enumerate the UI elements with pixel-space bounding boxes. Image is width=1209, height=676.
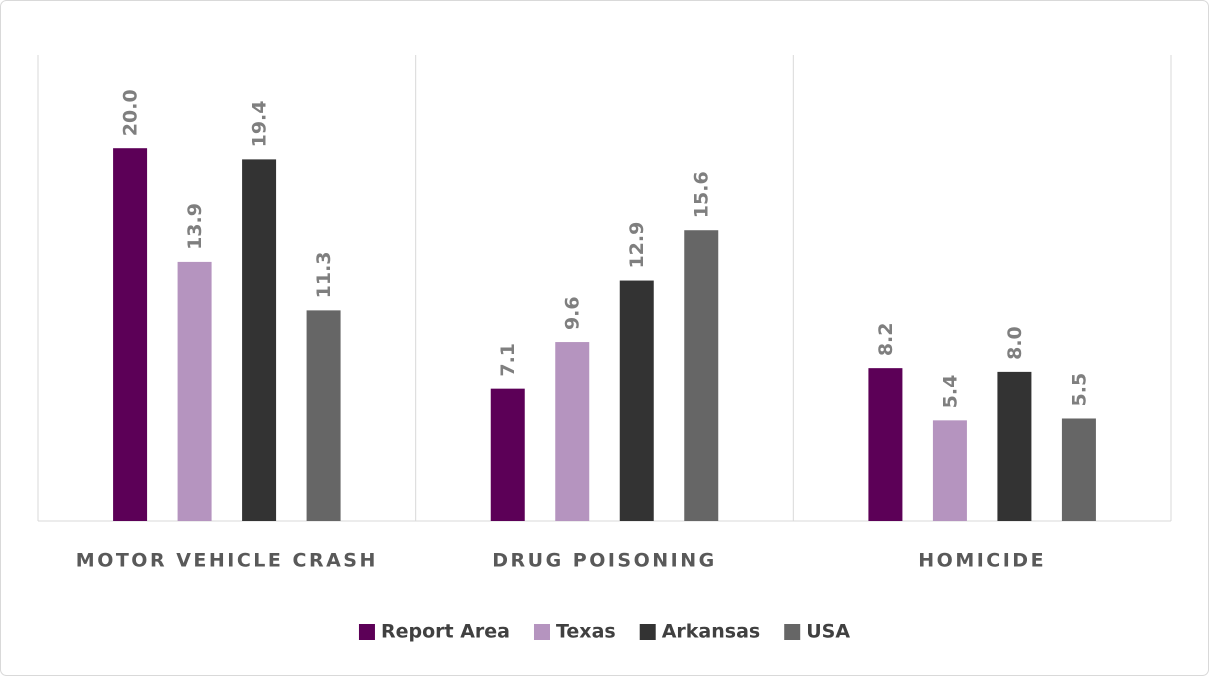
data-label: 11.3	[313, 251, 335, 298]
data-label: 7.1	[497, 343, 519, 377]
data-label: 9.6	[562, 296, 584, 330]
x-tick-label: MOTOR VEHICLE CRASH	[76, 550, 378, 572]
bar	[242, 159, 277, 521]
bar	[555, 342, 590, 521]
data-label: 12.9	[626, 222, 648, 269]
legend-swatch	[784, 624, 801, 640]
bar	[868, 368, 903, 521]
bar	[684, 230, 719, 521]
data-label: 15.6	[691, 171, 713, 218]
legend-swatch	[358, 624, 375, 640]
data-label: 20.0	[120, 89, 142, 136]
data-label: 19.4	[249, 100, 271, 147]
data-label: 8.0	[1004, 326, 1026, 360]
bar	[1061, 418, 1096, 521]
bar	[932, 420, 967, 521]
data-label: 13.9	[184, 203, 206, 250]
legend-label: Texas	[556, 621, 616, 643]
data-label: 8.2	[875, 322, 897, 356]
bar	[619, 280, 654, 521]
data-label: 5.4	[939, 375, 961, 409]
legend-label: Report Area	[381, 621, 510, 643]
bar	[177, 261, 212, 521]
bar	[113, 148, 148, 521]
legend-swatch	[533, 624, 550, 640]
bar	[997, 371, 1032, 521]
x-tick-label: HOMICIDE	[918, 550, 1046, 572]
bar	[306, 310, 341, 521]
legend-swatch	[639, 624, 656, 640]
data-label: 5.5	[1068, 373, 1090, 407]
legend-label: Arkansas	[662, 621, 761, 643]
x-tick-label: DRUG POISONING	[492, 550, 717, 572]
bar	[490, 388, 525, 521]
legend-label: USA	[806, 621, 850, 643]
